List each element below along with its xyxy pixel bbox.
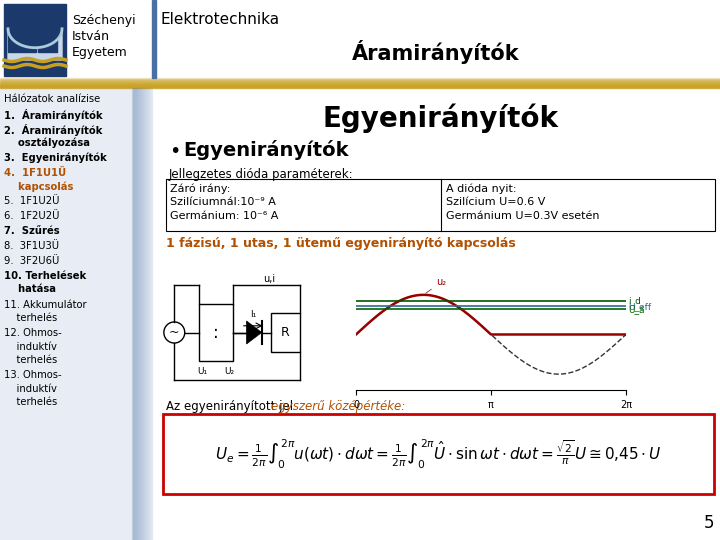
Bar [149, 88, 150, 540]
Text: 1 fázisú, 1 utas, 1 ütemű egyenirányító kapcsolás: 1 fázisú, 1 utas, 1 ütemű egyenirányító … [166, 237, 516, 250]
Text: 1.  Áramirányítók: 1. Áramirányítók [4, 109, 103, 121]
Bar [140, 88, 141, 540]
Text: 3.  Egyenirányítók: 3. Egyenirányítók [4, 152, 107, 163]
Text: $U_e = \frac{1}{2\pi}\int_0^{2\pi}u(\omega t)\cdot d\omega t = \frac{1}{2\pi}\in: $U_e = \frac{1}{2\pi}\int_0^{2\pi}u(\ome… [215, 437, 662, 471]
Text: kapcsolás: kapcsolás [4, 181, 73, 192]
Bar [0, 82, 720, 83]
Bar [38, 12, 57, 52]
Text: Széchenyi: Széchenyi [72, 14, 135, 27]
Bar [146, 88, 147, 540]
Text: U₁: U₁ [197, 367, 207, 376]
Bar [8, 12, 36, 52]
Bar [4, 4, 66, 76]
Text: terhelés: terhelés [4, 355, 58, 365]
Text: Egyenirányítók: Egyenirányítók [323, 103, 559, 133]
Bar [0, 80, 720, 81]
Text: 7.  Szűrés: 7. Szűrés [4, 226, 60, 236]
Text: István: István [72, 30, 110, 43]
Bar [141, 88, 142, 540]
Text: 10. Terhelések: 10. Terhelések [4, 271, 86, 281]
Text: I₁: I₁ [250, 310, 256, 319]
Bar [150, 88, 151, 540]
Text: i_d: i_d [628, 296, 641, 305]
Text: Áramirányítók: Áramirányítók [352, 40, 520, 64]
Text: :: : [213, 323, 219, 341]
Text: Az egyenirányított jel: Az egyenirányított jel [166, 400, 297, 413]
Bar [135, 88, 136, 540]
Text: induktív: induktív [4, 383, 57, 394]
Text: terhelés: terhelés [4, 397, 58, 407]
Text: U_eff: U_eff [628, 302, 652, 311]
Text: Szilíciumnál:10⁻⁹ A: Szilíciumnál:10⁻⁹ A [170, 197, 276, 207]
Bar [133, 88, 134, 540]
Bar [143, 88, 144, 540]
Bar [138, 88, 139, 540]
Text: •: • [169, 142, 181, 161]
Text: osztályozása: osztályozása [4, 138, 90, 148]
Bar [0, 86, 720, 87]
Text: Elektrotechnika: Elektrotechnika [161, 12, 280, 27]
Bar [136, 88, 137, 540]
Bar [148, 88, 149, 540]
Bar [134, 88, 135, 540]
Text: u,i: u,i [263, 274, 275, 284]
Text: R: R [281, 326, 290, 339]
Text: 6.  1F2U2Ü: 6. 1F2U2Ü [4, 211, 60, 221]
Bar [151, 88, 152, 540]
Bar [132, 88, 133, 540]
Text: 5.  1F1U2Ü: 5. 1F1U2Ü [4, 196, 60, 206]
Text: 5: 5 [703, 514, 714, 532]
Text: U₂: U₂ [225, 367, 235, 376]
Polygon shape [8, 29, 62, 60]
Bar [0, 88, 152, 540]
Text: 13. Ohmos-: 13. Ohmos- [4, 370, 62, 380]
Text: Jellegzetes dióda paraméterek:: Jellegzetes dióda paraméterek: [169, 168, 354, 181]
Text: U_á: U_á [628, 305, 644, 314]
Bar [166, 179, 715, 231]
Text: Germánium U=0.3V esetén: Germánium U=0.3V esetén [446, 211, 600, 221]
Text: hatása: hatása [4, 285, 56, 294]
Bar [0, 83, 720, 84]
Bar [271, 313, 300, 352]
Bar [199, 303, 233, 361]
Bar [0, 85, 720, 86]
Text: 2.  Áramirányítók: 2. Áramirányítók [4, 124, 102, 136]
Text: egyszerű középértéke:: egyszerű középértéke: [271, 400, 405, 413]
Text: induktív: induktív [4, 341, 57, 352]
Text: 12. Ohmos-: 12. Ohmos- [4, 328, 62, 338]
Text: Hálózatok analízise: Hálózatok analízise [4, 94, 100, 104]
Bar [144, 88, 145, 540]
Text: 9.  3F2U6Ü: 9. 3F2U6Ü [4, 256, 59, 266]
Bar [0, 79, 720, 80]
Text: Záró irány:: Záró irány: [170, 183, 230, 193]
Text: 4.  1F1U1Ü: 4. 1F1U1Ü [4, 167, 66, 178]
Bar [137, 88, 138, 540]
Polygon shape [246, 321, 261, 344]
Text: 8.  3F1U3Ü: 8. 3F1U3Ü [4, 241, 59, 251]
Text: Szilícium U=0.6 V: Szilícium U=0.6 V [446, 197, 546, 207]
Bar [0, 78, 720, 79]
Bar [0, 81, 720, 82]
Text: Egyetem: Egyetem [72, 46, 127, 59]
Bar [139, 88, 140, 540]
Bar [0, 0, 720, 88]
Bar [147, 88, 148, 540]
Text: Germánium: 10⁻⁶ A: Germánium: 10⁻⁶ A [170, 211, 279, 221]
Bar [145, 88, 146, 540]
Bar [152, 0, 156, 78]
Text: u₂: u₂ [426, 277, 446, 293]
Bar [142, 88, 143, 540]
Text: Egyenirányítók: Egyenirányítók [183, 140, 348, 160]
Text: A dióda nyit:: A dióda nyit: [446, 183, 517, 193]
Text: ~: ~ [169, 326, 179, 339]
Bar [0, 84, 720, 85]
Text: terhelés: terhelés [4, 313, 58, 323]
Bar [163, 414, 714, 494]
Bar [0, 87, 720, 88]
Text: 11. Akkumulátor: 11. Akkumulátor [4, 300, 86, 309]
